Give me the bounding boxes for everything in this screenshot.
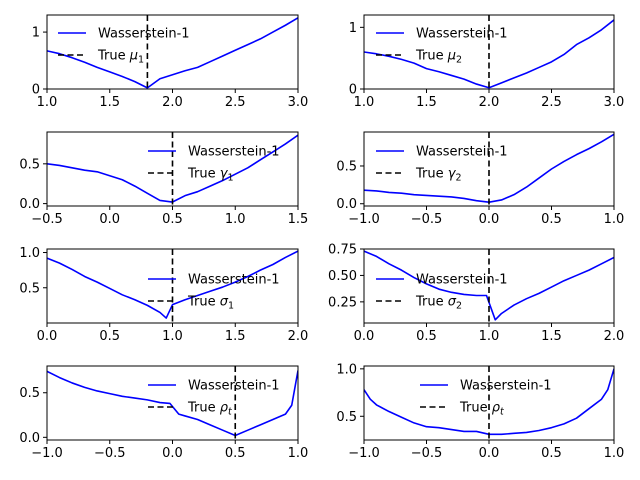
x-tick-label: 2.5 — [225, 95, 246, 110]
x-tick-label: 1.0 — [604, 446, 625, 461]
y-tick-label: 0.5 — [19, 386, 40, 401]
x-tick-label: 2.5 — [541, 95, 562, 110]
x-tick-label: 2.0 — [479, 95, 500, 110]
x-tick-label: −0.5 — [94, 446, 126, 461]
series-line-wasserstein — [47, 370, 298, 437]
legend: Wasserstein-1 True ρt — [148, 379, 280, 418]
y-tick-label: 0.25 — [328, 295, 357, 310]
x-tick-label: 0.5 — [99, 329, 120, 344]
subplot-4: −1.0 −0.5 0.0 0.5 1.0 0.0 0.5 Wasserstein-1 True… — [336, 131, 625, 227]
legend: Wasserstein-1 True σ1 — [148, 273, 280, 312]
x-tick-label: 1.5 — [225, 329, 246, 344]
x-tick-label: 1.0 — [37, 95, 58, 110]
y-tick-label: 0.5 — [19, 281, 40, 296]
subplot-1: 1.0 1.5 2.0 2.5 3.0 0 1 Wasserstein-1 True μ1 — [32, 14, 309, 110]
y-tick-label: 0 — [32, 83, 40, 98]
x-tick-label: 0.5 — [225, 446, 246, 461]
y-tick-label: 0.75 — [328, 243, 357, 258]
legend: Wasserstein-1 True σ2 — [376, 273, 508, 312]
series-line-wasserstein — [364, 250, 614, 321]
legend-label-wasserstein: Wasserstein-1 — [188, 379, 280, 394]
legend-label-true-value: True σ2 — [415, 295, 462, 312]
x-tick-label: 1.0 — [288, 446, 309, 461]
x-tick-label: 1.0 — [604, 212, 625, 227]
legend-label-true-value: True ρt — [187, 401, 233, 418]
x-tick-label: −0.5 — [411, 212, 443, 227]
legend-label-wasserstein: Wasserstein-1 — [416, 27, 508, 42]
series-line-wasserstein — [47, 17, 298, 89]
y-tick-label: 0.5 — [336, 410, 357, 425]
x-tick-label: 0.0 — [37, 329, 58, 344]
legend: Wasserstein-1 True ρt — [420, 379, 552, 418]
subplot-7: −1.0 −0.5 0.0 0.5 1.0 0.0 0.5 Wasserstein-1 True… — [19, 365, 309, 461]
x-tick-label: 1.5 — [288, 212, 309, 227]
x-tick-label: 1.0 — [354, 95, 375, 110]
y-tick-label: 1 — [349, 21, 357, 36]
series-line-wasserstein — [47, 250, 298, 319]
x-tick-label: −0.5 — [411, 446, 443, 461]
legend-label-wasserstein: Wasserstein-1 — [188, 273, 280, 288]
x-tick-label: 0.0 — [479, 212, 500, 227]
subplot-8: −1.0 −0.5 0.0 0.5 1.0 0.5 1.0 Wasserstein-1 True… — [336, 362, 624, 461]
x-tick-label: −1.0 — [31, 446, 63, 461]
x-tick-label: 3.0 — [604, 95, 625, 110]
legend-label-wasserstein: Wasserstein-1 — [416, 273, 508, 288]
x-tick-label: −0.5 — [31, 212, 63, 227]
x-tick-label: −1.0 — [348, 446, 380, 461]
legend-label-true-value: True γ2 — [415, 167, 462, 184]
subplot-2: 1.0 1.5 2.0 2.5 3.0 0 1 Wasserstein-1 True μ2 — [349, 14, 625, 110]
x-tick-label: 1.5 — [416, 95, 437, 110]
legend: Wasserstein-1 True μ2 — [376, 27, 508, 66]
subplot-6: 0.0 0.5 1.0 1.5 2.0 0.25 0.50 0.75 Wasserstein-1… — [328, 243, 624, 345]
legend: Wasserstein-1 True γ1 — [148, 145, 280, 184]
x-tick-label: 1.5 — [99, 95, 120, 110]
x-tick-label: 0.0 — [162, 446, 183, 461]
y-tick-label: 0.5 — [19, 157, 40, 172]
legend: Wasserstein-1 True γ2 — [376, 145, 508, 184]
legend-label-true-value: True μ2 — [415, 49, 462, 66]
y-tick-label: 1.0 — [336, 362, 357, 377]
legend-label-wasserstein: Wasserstein-1 — [460, 379, 552, 394]
legend-label-true-value: True μ1 — [97, 49, 144, 66]
x-tick-label: 3.0 — [288, 95, 309, 110]
legend-label-true-value: True σ1 — [187, 295, 234, 312]
legend-label-wasserstein: Wasserstein-1 — [188, 145, 280, 160]
subplot-5: 0.0 0.5 1.0 1.5 2.0 0.5 1.0 Wasserstein-1 True σ… — [19, 246, 308, 344]
series-line-wasserstein — [364, 19, 614, 89]
x-tick-label: 0.5 — [541, 212, 562, 227]
x-tick-label: 2.0 — [162, 95, 183, 110]
y-tick-label: 0.5 — [336, 159, 357, 174]
x-tick-label: 2.0 — [288, 329, 309, 344]
y-tick-label: 1.0 — [19, 246, 40, 261]
x-tick-label: 0.0 — [354, 329, 375, 344]
y-tick-label: 0.0 — [19, 431, 40, 446]
x-tick-label: −1.0 — [348, 212, 380, 227]
x-tick-label: 1.0 — [479, 329, 500, 344]
x-tick-label: 0.5 — [541, 446, 562, 461]
x-tick-label: 0.0 — [99, 212, 120, 227]
y-tick-label: 0.0 — [336, 197, 357, 212]
y-tick-label: 0.50 — [328, 269, 357, 284]
x-tick-label: 0.5 — [162, 212, 183, 227]
x-tick-label: 1.5 — [541, 329, 562, 344]
x-tick-label: 0.5 — [416, 329, 437, 344]
y-tick-label: 0 — [349, 83, 357, 98]
x-tick-label: 2.0 — [604, 329, 625, 344]
legend-label-wasserstein: Wasserstein-1 — [98, 27, 190, 42]
legend-label-true-value: True γ1 — [187, 167, 234, 184]
y-tick-label: 1 — [32, 26, 40, 41]
x-tick-label: 0.0 — [479, 446, 500, 461]
legend-label-true-value: True ρt — [459, 401, 505, 418]
y-tick-label: 0.0 — [19, 197, 40, 212]
legend-label-wasserstein: Wasserstein-1 — [416, 145, 508, 160]
subplot-3: −0.5 0.0 0.5 1.0 1.50.00.5Wasserstein-1True … — [19, 131, 309, 227]
x-tick-label: 1.0 — [162, 329, 183, 344]
legend: Wasserstein-1 True μ1 — [58, 27, 190, 66]
x-tick-label: 1.0 — [225, 212, 246, 227]
